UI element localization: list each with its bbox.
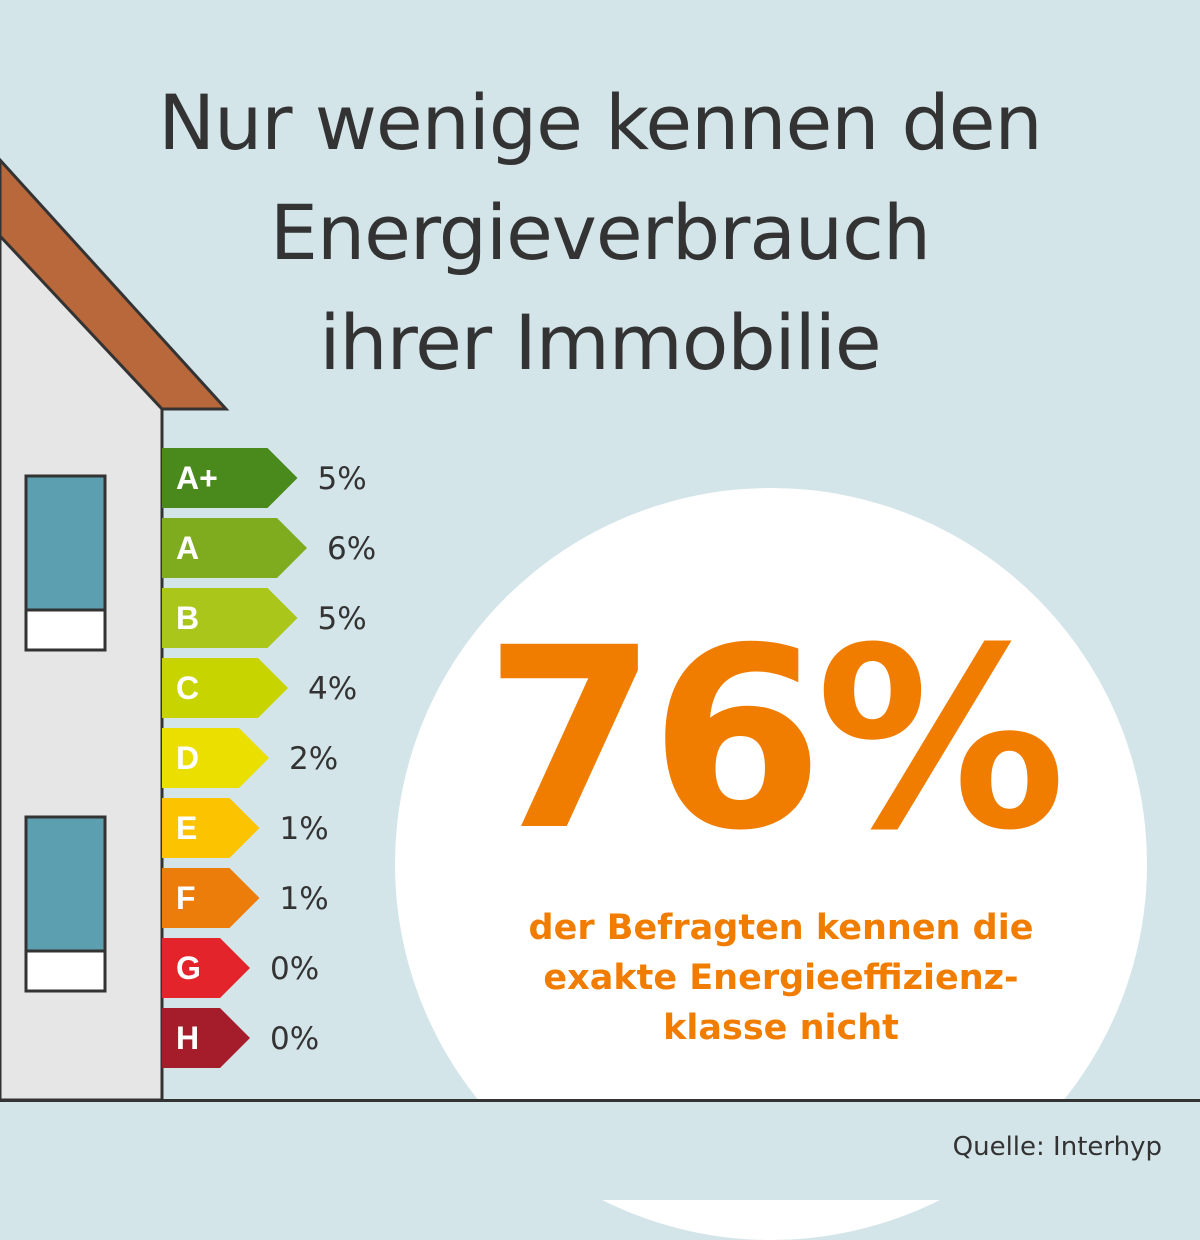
- house-illustration: [0, 157, 230, 1102]
- window-lower-sill: [24, 949, 107, 993]
- energy-class-chart: A+ 5% A 6% B 5% C 4% D 2% E 1% F 1% G 0% H 0%: [162, 448, 376, 1068]
- energy-bar-7: [162, 938, 250, 998]
- energy-bar-4: [162, 728, 269, 788]
- energy-class-label: F: [176, 880, 196, 916]
- source-label: Quelle: Interhyp: [952, 1132, 1162, 1162]
- energy-class-label: A+: [176, 460, 218, 496]
- energy-class-label: B: [176, 600, 199, 636]
- energy-class-label: D: [176, 740, 199, 776]
- page-title: Nur wenige kennen den Energieverbrauch i…: [0, 68, 1200, 398]
- energy-bar-8: [162, 1008, 250, 1068]
- title-line-2: Energieverbrauch: [269, 188, 931, 277]
- energy-class-value: 5%: [318, 601, 367, 637]
- title-line-1: Nur wenige kennen den: [158, 78, 1042, 167]
- ground-area: [0, 1101, 1200, 1200]
- energy-class-value: 5%: [318, 461, 367, 497]
- energy-class-label: E: [176, 810, 197, 846]
- window-lower-pane: [24, 815, 107, 953]
- highlight-text-line-2: exakte Energieeffizienz-: [543, 958, 1019, 998]
- window-upper-pane: [24, 474, 107, 612]
- energy-class-value: 4%: [308, 671, 357, 707]
- energy-class-value: 0%: [270, 1021, 319, 1057]
- energy-bar-0: [162, 448, 298, 508]
- title-line-3: ihrer Immobilie: [319, 298, 881, 387]
- energy-bar-1: [162, 518, 307, 578]
- highlight-percentage: 76%: [483, 594, 1066, 885]
- energy-bar-3: [162, 658, 288, 718]
- energy-class-label: A: [176, 530, 199, 566]
- energy-class-label: H: [176, 1020, 199, 1056]
- highlight-text: der Befragten kennen die exakte Energiee…: [455, 903, 1107, 1053]
- energy-class-value: 1%: [280, 881, 329, 917]
- house-roof: [0, 157, 230, 411]
- energy-class-value: 6%: [327, 531, 376, 567]
- energy-bar-2: [162, 588, 298, 648]
- energy-class-label: G: [176, 950, 201, 986]
- ground-line: [0, 1099, 1200, 1102]
- energy-class-value: 0%: [270, 951, 319, 987]
- highlight-text-line-1: der Befragten kennen die: [528, 908, 1034, 948]
- energy-bar-5: [162, 798, 260, 858]
- energy-class-label: C: [176, 670, 199, 706]
- energy-class-value: 1%: [280, 811, 329, 847]
- highlight-text-line-3: klasse nicht: [663, 1008, 899, 1048]
- window-upper-sill: [24, 608, 107, 652]
- energy-bar-6: [162, 868, 260, 928]
- energy-class-value: 2%: [289, 741, 338, 777]
